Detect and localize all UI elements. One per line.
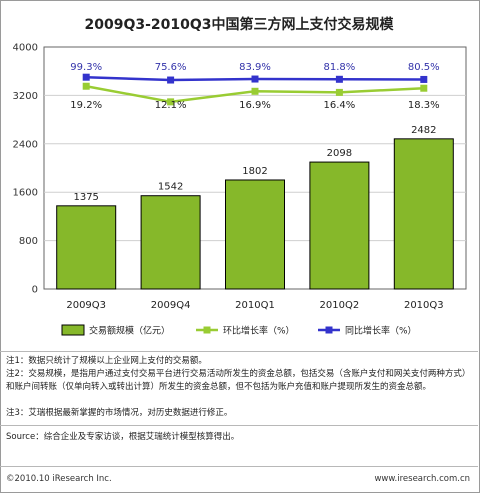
bar-value-label: 1802 (242, 166, 267, 177)
line-value-label: 75.6% (155, 62, 187, 73)
line-value-label: 81.8% (324, 62, 356, 73)
website: www.iresearch.com.cn (374, 474, 470, 484)
bar-value-label: 2098 (327, 148, 352, 159)
x-tick-label: 2009Q3 (66, 300, 106, 311)
y-tick-label: 1600 (13, 188, 38, 199)
line-marker (82, 82, 90, 90)
x-tick-label: 2009Q4 (151, 300, 191, 311)
line-marker (335, 75, 343, 83)
bar (393, 138, 454, 290)
line-value-label: 83.9% (239, 62, 271, 73)
bar (225, 179, 285, 290)
line-marker (420, 84, 428, 92)
legend-marker (203, 326, 211, 334)
line-value-label: 12.1% (155, 100, 187, 111)
line-marker (167, 98, 175, 106)
y-tick-label: 2400 (13, 139, 38, 150)
x-tick-label: 2010Q3 (404, 300, 444, 311)
line-marker (335, 88, 343, 96)
line-value-label: 16.4% (324, 100, 356, 111)
bar-value-label: 1542 (158, 182, 183, 193)
x-tick-label: 2010Q2 (320, 300, 360, 311)
line-value-label: 99.3% (70, 62, 102, 73)
line-value-label: 80.5% (408, 62, 440, 73)
y-tick-label: 4000 (13, 43, 38, 54)
footer-separator (0, 466, 478, 467)
legend-marker (325, 326, 333, 334)
x-tick-label: 2010Q1 (235, 300, 275, 311)
line-marker (167, 76, 175, 84)
legend-swatch (61, 324, 85, 336)
bar (309, 161, 370, 290)
line-marker (420, 75, 428, 83)
bar (56, 205, 117, 290)
notes-separator (0, 351, 478, 352)
legend-label: 环比增长率（%） (223, 325, 295, 337)
bar-value-label: 2482 (411, 125, 436, 136)
chart-svg: 4000 3200 2400 1600 800 0 1375 1542 1802 2098 2482… (13, 43, 467, 337)
note-3: 注3：艾瑞根据最新掌握的市场情况，对历史数据进行修正。 (6, 408, 233, 418)
legend-label: 交易额规模（亿元） (89, 325, 170, 337)
line-marker (251, 87, 259, 95)
line-marker (251, 75, 259, 83)
copyright: ©2010.10 iResearch Inc. (6, 474, 112, 484)
bar-value-label: 1375 (73, 192, 98, 203)
line-marker (82, 73, 90, 81)
legend-label: 同比增长率（%） (345, 325, 417, 337)
bar (140, 195, 201, 290)
y-tick-label: 800 (19, 236, 38, 247)
line-value-label: 18.3% (408, 100, 440, 111)
y-tick-label: 3200 (13, 91, 38, 102)
line-value-label: 16.9% (239, 100, 271, 111)
source-note: Source：综合企业及专家访谈，根据艾瑞统计模型核算得出。 (6, 432, 240, 442)
y-tick-label: 0 (32, 285, 38, 296)
note-1: 注1：数据只统计了规模以上企业网上支付的交易额。 (6, 356, 207, 366)
line-value-label: 19.2% (70, 100, 102, 111)
source-separator (0, 425, 478, 426)
note-2: 注2：交易规模，是指用户通过支付交易平台进行交易活动所发生的资金总额，包括交易（… (6, 369, 471, 392)
chart-title: 2009Q3-2010Q3中国第三方网上支付交易规模 (84, 17, 394, 33)
